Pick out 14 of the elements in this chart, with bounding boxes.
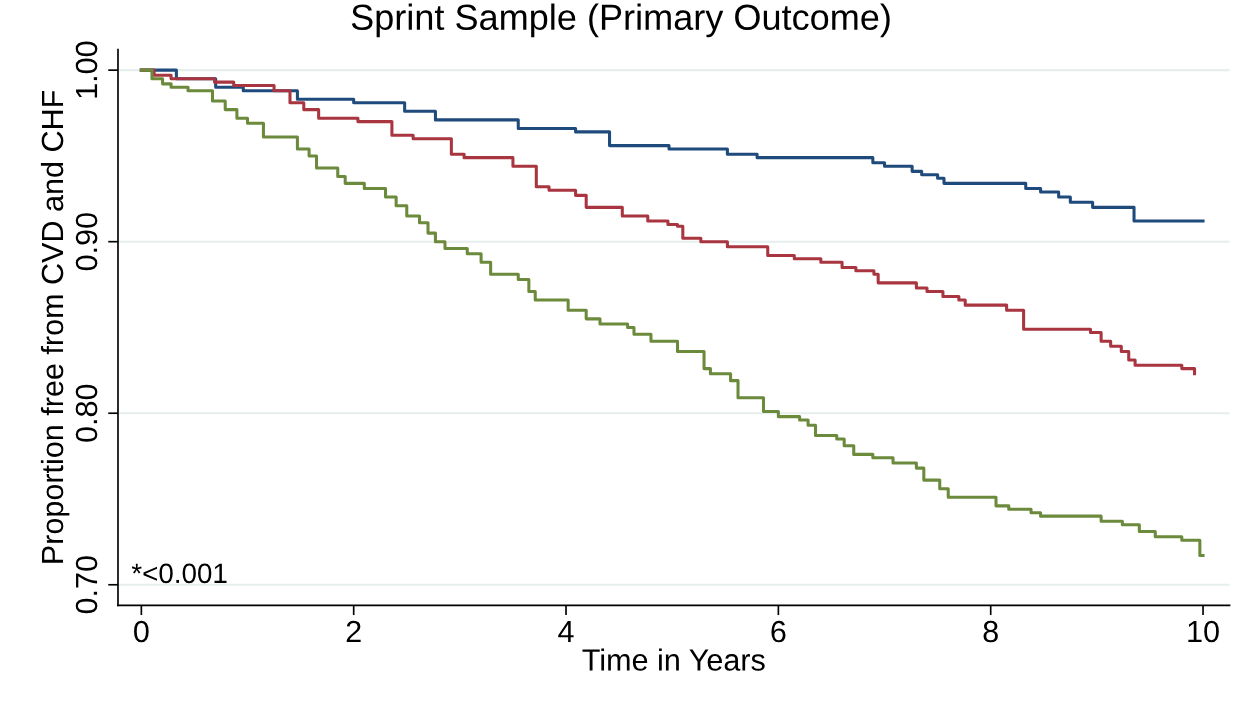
y-tick-label: 0.70 bbox=[75, 556, 98, 614]
x-tick-label: 10 bbox=[1188, 620, 1219, 643]
x-tick-label: 8 bbox=[983, 620, 998, 643]
y-tick-label: 1.00 bbox=[75, 41, 98, 98]
annotation: *<0.001 bbox=[131, 563, 227, 584]
y-tick-label: 0.80 bbox=[75, 384, 98, 442]
y-tick-label: 0.90 bbox=[75, 213, 98, 271]
chart-title: Sprint Sample (Primary Outcome) bbox=[351, 3, 890, 38]
x-tick-label: 2 bbox=[346, 620, 361, 643]
x-axis-title: Time in Years bbox=[582, 648, 765, 671]
x-tick-label: 6 bbox=[771, 620, 786, 643]
x-tick-label: 0 bbox=[134, 620, 149, 643]
y-axis-title: Proportion free from CVD and CHF bbox=[40, 90, 70, 563]
x-tick-label: 4 bbox=[558, 621, 574, 643]
